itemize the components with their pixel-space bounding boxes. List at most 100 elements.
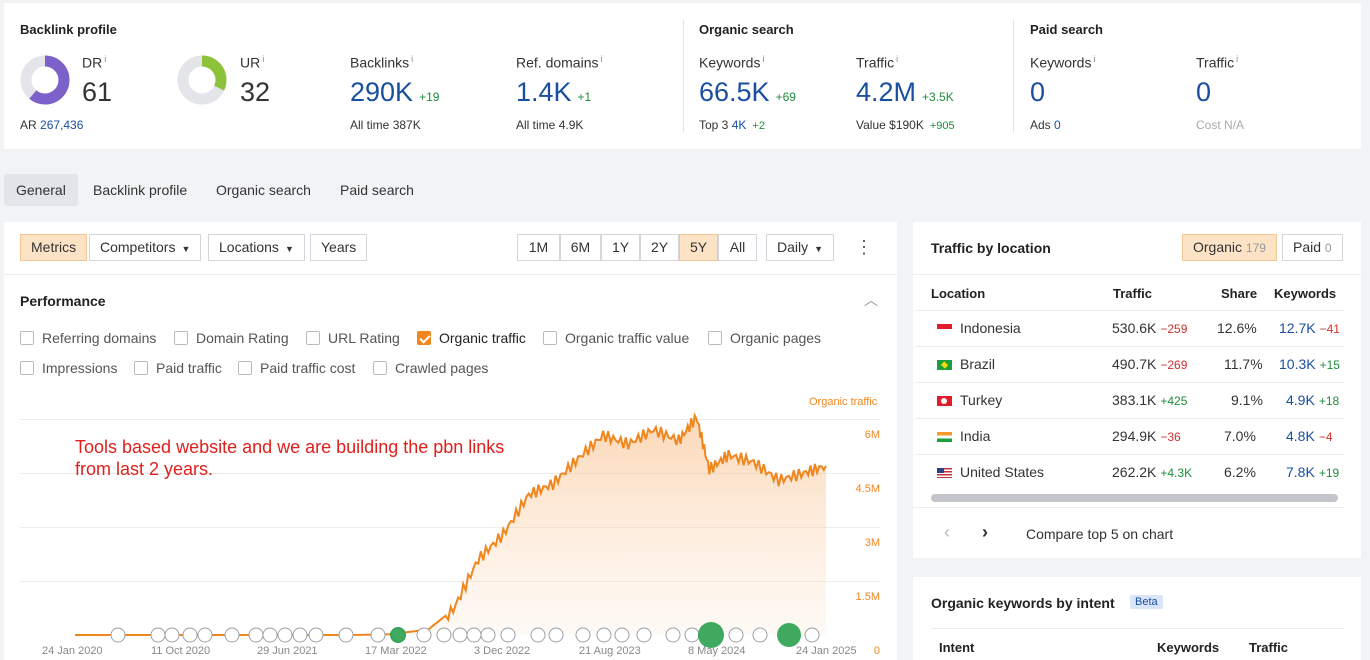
checkbox-box [543, 331, 557, 345]
google-update-marker [452, 627, 468, 643]
organic-keywords-label[interactable]: Keywords i [699, 54, 765, 71]
metrics-button[interactable]: Metrics [20, 234, 88, 261]
country-cell[interactable]: United States [937, 464, 1044, 480]
ur-label[interactable]: UR i [240, 54, 265, 71]
col-header-location[interactable]: Location [931, 286, 986, 301]
divider [1013, 20, 1014, 132]
col-header-traffic[interactable]: Traffic [1113, 286, 1153, 301]
google-update-marker [752, 627, 768, 643]
checkbox-domain-rating[interactable]: Domain Rating [174, 330, 289, 346]
paid-traffic-label[interactable]: Traffic i [1196, 54, 1239, 71]
compare-top5-link[interactable]: Compare top 5 on chart [1026, 526, 1174, 542]
more-options-icon[interactable]: ⋮ [855, 237, 873, 257]
checkbox-impressions[interactable]: Impressions [20, 360, 117, 376]
col-header-intent[interactable]: Intent [939, 640, 975, 655]
google-update-marker [530, 627, 546, 643]
tab-backlink-profile[interactable]: Backlink profile [93, 182, 188, 198]
years-button[interactable]: Years [310, 234, 368, 261]
organic-toggle[interactable]: Organic 179 [1182, 234, 1277, 261]
performance-title: Performance [20, 293, 106, 309]
range-1y[interactable]: 1Y [601, 234, 640, 261]
google-update-marker [614, 627, 630, 643]
checkbox-paid-traffic-cost[interactable]: Paid traffic cost [238, 360, 355, 376]
flag-crescent [941, 398, 947, 405]
dr-label[interactable]: DR i [82, 54, 107, 71]
intent-title: Organic keywords by intent [931, 595, 1115, 611]
range-all[interactable]: All [718, 234, 757, 261]
table-row[interactable]: Indonesia 530.6K −259 12.6% 12.7K −41 [915, 310, 1345, 346]
google-update-marker [500, 627, 516, 643]
col-header-share[interactable]: Share [1221, 286, 1258, 301]
x-tick: 21 Aug 2023 [579, 645, 641, 657]
ads-stat: Ads 0 [1030, 118, 1061, 132]
divider [913, 507, 1345, 508]
ref-domains-value[interactable]: 1.4K +1 [516, 77, 592, 107]
google-update-marker [292, 627, 308, 643]
dr-donut-chart [20, 55, 70, 105]
competitors-dropdown[interactable]: Competitors ▼ [89, 234, 202, 261]
collapse-chevron-icon[interactable]: ︿ [864, 292, 878, 308]
checkbox-url-rating[interactable]: URL Rating [306, 330, 400, 346]
country-cell[interactable]: Indonesia [937, 320, 1021, 336]
range-2y[interactable]: 2Y [640, 234, 679, 261]
country-cell[interactable]: Brazil [937, 356, 995, 372]
share-cell: 6.2% [1224, 464, 1256, 480]
organic-traffic-value[interactable]: 4.2M +3.5K [856, 77, 954, 107]
google-update-marker [665, 627, 681, 643]
col-header-intent-traffic[interactable]: Traffic [1249, 640, 1289, 655]
organic-traffic-label[interactable]: Traffic i [856, 54, 899, 71]
checkbox-crawled-pages[interactable]: Crawled pages [373, 360, 488, 376]
country-cell[interactable]: Turkey [937, 392, 1002, 408]
ref-domains-label[interactable]: Ref. domains i [516, 54, 603, 71]
table-row[interactable]: India 294.9K −36 7.0% 4.8K −4 [915, 418, 1345, 454]
google-update-marker [596, 627, 612, 643]
x-tick: 29 Jun 2021 [257, 645, 318, 657]
tab-organic-search[interactable]: Organic search [216, 182, 311, 198]
paid-keywords-label[interactable]: Keywords i [1030, 54, 1096, 71]
paid-traffic-value[interactable]: 0 [1196, 77, 1212, 107]
backlinks-label[interactable]: Backlinks i [350, 54, 414, 71]
checkbox-paid-traffic[interactable]: Paid traffic [134, 360, 222, 376]
interval-dropdown[interactable]: Daily ▼ [766, 234, 835, 261]
tab-general[interactable]: General [4, 174, 78, 206]
google-update-marker [416, 627, 432, 643]
keywords-cell[interactable]: 4.8K −4 [1286, 428, 1333, 444]
checkbox-referring-domains[interactable]: Referring domains [20, 330, 156, 346]
table-row[interactable]: Turkey 383.1K +425 9.1% 4.9K +18 [915, 382, 1345, 418]
google-update-marker [248, 627, 264, 643]
table-row[interactable]: Brazil 490.7K −269 11.7% 10.3K +15 [915, 346, 1345, 382]
x-tick: 3 Dec 2022 [474, 645, 531, 657]
paid-keywords-value[interactable]: 0 [1030, 77, 1046, 107]
keywords-cell[interactable]: 4.9K +18 [1286, 392, 1340, 408]
paid-toggle[interactable]: Paid 0 [1282, 234, 1343, 261]
keywords-cell[interactable]: 10.3K +15 [1279, 356, 1340, 372]
brazil-flag-icon [937, 360, 952, 371]
horizontal-scrollbar[interactable] [931, 494, 1338, 502]
checkbox-organic-pages[interactable]: Organic pages [708, 330, 821, 346]
table-row[interactable]: United States 262.2K +4.3K 6.2% 7.8K +19 [915, 454, 1345, 490]
ar-value[interactable]: 267,436 [40, 118, 84, 132]
keywords-cell[interactable]: 7.8K +19 [1286, 464, 1340, 480]
col-header-intent-keywords[interactable]: Keywords [1157, 640, 1220, 655]
organic-keywords-value[interactable]: 66.5K +69 [699, 77, 796, 107]
checkbox-organic-traffic-value[interactable]: Organic traffic value [543, 330, 689, 346]
range-1m[interactable]: 1M [517, 234, 560, 261]
checkbox-organic-traffic[interactable]: Organic traffic [417, 330, 526, 346]
locations-dropdown[interactable]: Locations ▼ [208, 234, 305, 261]
google-update-marker [277, 627, 293, 643]
y-tick: 0 [873, 645, 880, 657]
range-6m[interactable]: 6M [560, 234, 601, 261]
y-tick: 1.5M [855, 591, 880, 603]
chevron-left-icon[interactable]: ‹ [944, 522, 950, 542]
keywords-cell[interactable]: 12.7K −41 [1279, 320, 1340, 336]
tab-paid-search[interactable]: Paid search [340, 182, 414, 198]
checkbox-box [306, 331, 320, 345]
chevron-right-icon[interactable]: › [982, 522, 988, 542]
x-tick: 11 Oct 2020 [151, 645, 211, 657]
country-cell[interactable]: India [937, 428, 990, 444]
range-5y[interactable]: 5Y [679, 234, 718, 261]
backlinks-value[interactable]: 290K +19 [350, 77, 440, 107]
col-header-keywords[interactable]: Keywords [1274, 286, 1337, 301]
backlinks-alltime: All time 387K [350, 118, 421, 132]
chevron-down-icon: ▼ [814, 244, 824, 254]
